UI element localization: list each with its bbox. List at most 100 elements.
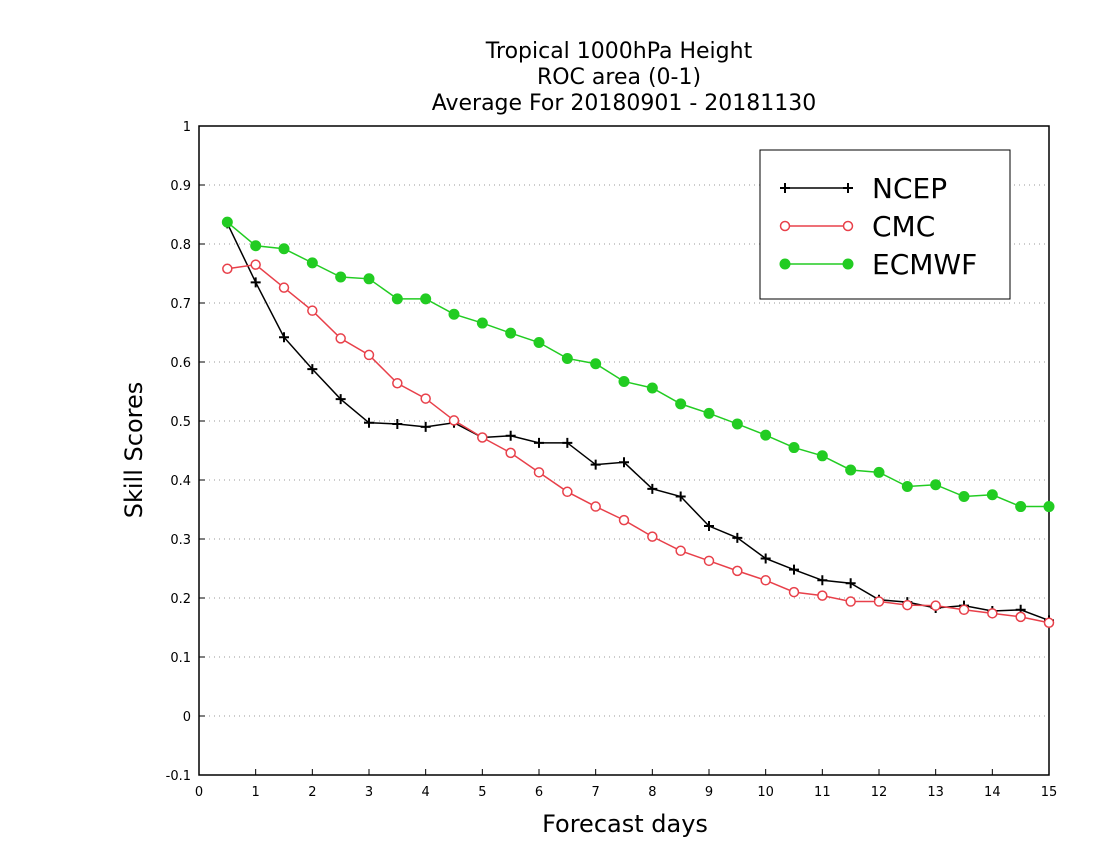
y-tick-label: -0.1	[166, 769, 191, 784]
data-point-ecmwf	[448, 308, 460, 320]
y-tick-label: 0.3	[170, 533, 191, 548]
data-point-ecmwf	[476, 317, 488, 329]
data-point-cmc	[335, 333, 346, 344]
data-point-cmc	[533, 467, 545, 478]
data-point-cmc	[987, 608, 998, 619]
x-tick-label: 5	[478, 785, 486, 800]
x-tick-label: 8	[648, 785, 656, 800]
y-tick-label: 0.1	[170, 651, 191, 666]
x-tick-label: 9	[705, 785, 713, 800]
x-tick-label: 4	[422, 785, 430, 800]
x-tick-label: 1	[252, 785, 260, 800]
y-tick-label: 1	[183, 120, 191, 135]
x-tick-label: 11	[814, 785, 831, 800]
data-point-cmc	[703, 555, 715, 567]
y-tick-label: 0.7	[170, 297, 191, 312]
data-point-ecmwf	[816, 450, 828, 462]
series-ecmwf	[221, 216, 1055, 513]
data-point-ncep	[562, 437, 573, 448]
x-tick-label: 6	[535, 785, 543, 800]
data-point-ecmwf	[703, 407, 715, 419]
legend-marker-ecmwf	[842, 258, 854, 270]
x-tick-label: 10	[757, 785, 774, 800]
data-point-cmc	[930, 600, 941, 611]
data-point-cmc	[477, 432, 488, 443]
x-tick-label: 13	[927, 785, 944, 800]
data-point-cmc	[363, 349, 375, 361]
grid-lines	[199, 184, 1049, 717]
data-point-ecmwf	[646, 382, 658, 394]
data-point-cmc	[250, 259, 261, 270]
y-tick-label: 0.8	[170, 238, 191, 253]
data-point-ecmwf	[505, 327, 517, 339]
data-point-ecmwf	[930, 479, 942, 491]
y-axis-label: Skill Scores	[120, 382, 148, 519]
data-point-cmc	[902, 599, 913, 611]
legend-marker-cmc	[842, 220, 854, 232]
data-point-ncep	[704, 521, 714, 532]
x-tick-label: 14	[984, 785, 1001, 800]
data-point-ecmwf	[335, 271, 347, 283]
data-point-cmc	[307, 305, 318, 316]
data-point-ncep	[335, 394, 346, 405]
data-point-ncep	[845, 578, 856, 589]
data-point-ecmwf	[760, 429, 772, 441]
series-cmc	[222, 259, 1055, 629]
data-point-ecmwf	[986, 489, 998, 501]
data-point-ecmwf	[590, 358, 602, 370]
series-line-cmc	[227, 263, 1050, 624]
data-point-cmc	[675, 545, 686, 557]
y-tick-label: 0.9	[170, 179, 191, 194]
data-point-cmc	[760, 575, 771, 586]
x-tick-label: 2	[308, 785, 316, 800]
data-point-ecmwf	[561, 352, 573, 364]
y-tick-label: 0.5	[170, 415, 191, 430]
data-point-ecmwf	[845, 464, 857, 476]
data-point-cmc	[222, 263, 233, 275]
x-tick-label: 3	[365, 785, 373, 800]
data-point-cmc	[732, 565, 743, 577]
legend-marker-ncep	[843, 183, 853, 193]
data-point-ecmwf	[675, 398, 687, 410]
axes: -0.100.10.20.30.40.50.60.70.80.910 1 2 3 4 5 6…	[166, 120, 1058, 800]
data-point-cmc	[590, 501, 601, 512]
legend: NCEP CMC ECMWF	[759, 149, 1011, 300]
x-tick-label: 12	[871, 785, 888, 800]
legend-marker-ecmwf	[779, 258, 791, 270]
data-point-ncep	[392, 418, 403, 429]
data-point-cmc	[618, 514, 630, 526]
series-layer	[221, 216, 1055, 629]
data-point-ncep	[817, 575, 828, 586]
data-point-ecmwf	[363, 273, 375, 285]
data-point-cmc	[1015, 611, 1026, 623]
data-point-cmc	[392, 377, 403, 389]
data-point-ecmwf	[618, 375, 630, 387]
data-point-ncep	[420, 421, 431, 432]
data-point-ncep	[789, 564, 799, 575]
chart-title-line-3: Average For 20180901 - 20181130	[432, 91, 817, 116]
data-point-ecmwf	[391, 293, 403, 305]
data-point-cmc	[420, 393, 431, 404]
data-point-cmc	[873, 596, 885, 607]
data-point-ecmwf	[873, 466, 885, 478]
y-tick-label: 0.4	[170, 474, 191, 489]
data-point-cmc	[448, 415, 460, 426]
data-point-cmc	[278, 282, 290, 293]
data-point-ecmwf	[278, 243, 290, 255]
legend-marker-ncep	[780, 183, 790, 193]
data-point-ncep	[250, 277, 261, 288]
data-point-ncep	[647, 483, 658, 494]
legend-marker-cmc	[779, 220, 791, 232]
y-tick-label: 0.2	[170, 592, 191, 607]
x-axis-label: Forecast days	[542, 810, 708, 838]
data-point-ncep	[732, 532, 743, 543]
data-point-ncep	[279, 332, 289, 343]
data-point-ecmwf	[1043, 501, 1055, 513]
data-point-ecmwf	[731, 418, 743, 430]
data-point-ecmwf	[958, 491, 970, 503]
data-point-ncep	[505, 430, 516, 441]
legend-label-ncep: NCEP	[872, 172, 947, 205]
legend-label-cmc: CMC	[872, 210, 935, 243]
x-tick-label: 7	[592, 785, 600, 800]
